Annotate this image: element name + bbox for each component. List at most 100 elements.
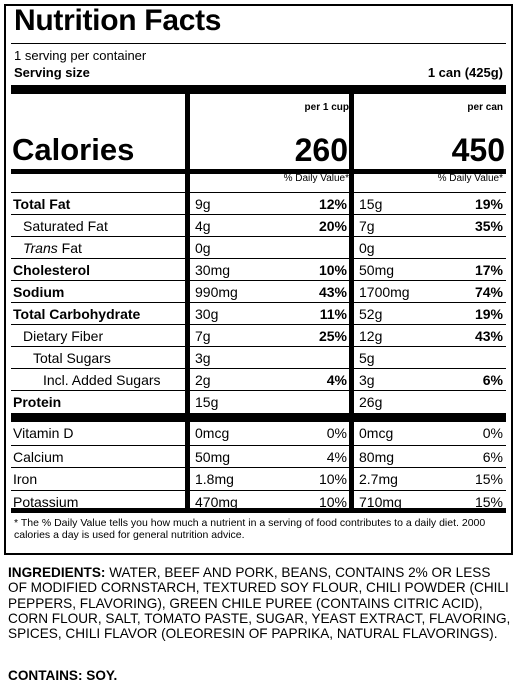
amount-per-can: 52g xyxy=(359,306,383,322)
nutrient-name-text: Sodium xyxy=(13,284,65,300)
amount-per-can: 3g xyxy=(359,372,375,388)
amount-per-cup: 15g xyxy=(195,394,219,410)
nutrient-name: Cholesterol xyxy=(13,262,90,278)
nutrient-name-text: Saturated Fat xyxy=(23,218,108,234)
nutrient-name: Total Carbohydrate xyxy=(13,306,140,322)
dv-per-can: 43% xyxy=(474,328,503,344)
dv-per-can: 6% xyxy=(482,372,503,388)
nutrient-row: Incl. Added Sugars 2g 4% 3g 6% xyxy=(11,368,506,391)
nutrient-row: Total Sugars 3g 5g xyxy=(11,346,506,369)
dv-per-cup: 11% xyxy=(319,306,347,322)
allergen-statement: CONTAINS: SOY. xyxy=(8,668,118,683)
vitamin-row: Calcium 50mg 4% 80mg 6% xyxy=(11,444,506,468)
nutrient-name-text: Incl. Added Sugars xyxy=(43,372,161,388)
amount-per-can: 26g xyxy=(359,394,383,410)
amount-per-can: 12g xyxy=(359,328,383,344)
ingredients-statement: INGREDIENTS: WATER, BEEF AND PORK, BEANS… xyxy=(8,565,513,641)
nutrient-name-italic: Trans xyxy=(23,240,58,256)
title-divider xyxy=(11,43,506,44)
nutrient-name-text: Cholesterol xyxy=(13,262,91,278)
nutrient-name-text: Total Fat xyxy=(13,196,71,212)
amount-per-can: 15g xyxy=(359,196,383,212)
dv-per-cup: 10% xyxy=(318,471,347,487)
vitamin-name: Potassium xyxy=(13,493,79,510)
nutrient-row: Sodium 990mg 43% 1700mg 74% xyxy=(11,280,506,303)
serving-size-label: Serving size xyxy=(14,65,90,80)
column-divider-2 xyxy=(349,94,354,512)
dv-per-cup: 25% xyxy=(318,328,347,344)
amount-per-can: 2.7mg xyxy=(359,471,398,487)
vitamins-divider xyxy=(11,413,506,422)
column-header-per-cup: per 1 cup xyxy=(304,102,349,113)
nutrient-name-text: Total Sugars xyxy=(33,350,111,366)
amount-per-cup: 30mg xyxy=(195,262,231,278)
nutrient-row: Cholesterol 30mg 10% 50mg 17% xyxy=(11,258,506,281)
nutrient-row: Trans Fat 0g 0g xyxy=(11,236,506,259)
daily-value-footnote: * The % Daily Value tells you how much a… xyxy=(14,517,486,541)
nutrient-name-text: Protein xyxy=(13,394,62,410)
nutrient-name: Total Sugars xyxy=(33,350,111,366)
nutrient-name: Saturated Fat xyxy=(23,218,108,234)
nutrition-facts-panel: Nutrition Facts 1 serving per container … xyxy=(4,4,513,555)
nutrient-name-text: Fat xyxy=(57,240,82,256)
dv-per-can: 17% xyxy=(474,262,503,278)
servings-per-container: 1 serving per container xyxy=(14,48,147,63)
dv-per-cup: 20% xyxy=(318,218,347,234)
dv-per-cup: 10% xyxy=(318,262,347,278)
amount-per-can: 0mcg xyxy=(359,425,394,441)
dv-per-can: 0% xyxy=(482,425,503,441)
calories-label: Calories xyxy=(12,132,135,167)
vitamin-row: Potassium 470mg 10% 710mg 15% xyxy=(11,489,506,513)
nutrient-name: Dietary Fiber xyxy=(23,328,103,344)
vitamin-name: Vitamin D xyxy=(13,425,74,441)
amount-per-cup: 4g xyxy=(195,218,211,234)
vitamin-name: Iron xyxy=(13,471,38,487)
ingredients-text: WATER, BEEF AND PORK, BEANS, CONTAINS 2%… xyxy=(8,565,511,642)
dv-per-cup: 12% xyxy=(318,196,347,212)
dv-per-cup: 0% xyxy=(326,425,347,441)
amount-per-cup: 30g xyxy=(195,306,219,322)
nutrient-name-text: Total Carbohydrate xyxy=(13,306,141,322)
dv-per-can: 15% xyxy=(474,471,503,487)
calories-per-cup: 260 xyxy=(294,132,348,168)
dv-per-cup: 10% xyxy=(318,493,347,510)
serving-size-divider xyxy=(11,85,506,94)
dv-per-can: 19% xyxy=(474,196,503,212)
column-divider-1 xyxy=(185,94,190,512)
amount-per-cup: 9g xyxy=(195,196,211,212)
amount-per-cup: 7g xyxy=(195,328,211,344)
serving-size-value: 1 can (425g) xyxy=(427,65,503,80)
ingredients-label: INGREDIENTS: xyxy=(8,565,106,580)
nutrient-name: Total Fat xyxy=(13,196,70,212)
calories-divider xyxy=(11,169,506,174)
amount-per-can: 0g xyxy=(359,240,375,256)
dv-header-per-can: % Daily Value* xyxy=(437,173,503,184)
nutrient-name: Protein xyxy=(13,394,61,410)
nutrient-row: Dietary Fiber 7g 25% 12g 43% xyxy=(11,324,506,347)
dv-per-can: 74% xyxy=(474,284,503,300)
dv-per-cup: 4% xyxy=(326,448,347,465)
vitamin-row: Iron 1.8mg 10% 2.7mg 15% xyxy=(11,467,506,490)
nutrient-row: Total Carbohydrate 30g 11% 52g 19% xyxy=(11,302,506,325)
dv-per-can: 6% xyxy=(482,448,503,465)
amount-per-can: 710mg xyxy=(359,493,402,510)
nutrition-facts-title: Nutrition Facts xyxy=(14,4,222,37)
amount-per-cup: 990mg xyxy=(195,284,238,300)
footnote-divider xyxy=(11,508,506,513)
amount-per-cup: 1.8mg xyxy=(195,471,234,487)
amount-per-cup: 3g xyxy=(195,350,211,366)
dv-per-can: 15% xyxy=(474,493,503,510)
amount-per-can: 50mg xyxy=(359,262,395,278)
amount-per-can: 1700mg xyxy=(359,284,410,300)
amount-per-can: 80mg xyxy=(359,448,395,465)
amount-per-cup: 0g xyxy=(195,240,211,256)
amount-per-can: 5g xyxy=(359,350,375,366)
nutrient-name: Sodium xyxy=(13,284,64,300)
column-header-per-can: per can xyxy=(467,102,503,113)
nutrient-name: Incl. Added Sugars xyxy=(43,372,161,388)
calories-per-can: 450 xyxy=(451,132,505,168)
nutrient-row: Saturated Fat 4g 20% 7g 35% xyxy=(11,214,506,237)
amount-per-cup: 50mg xyxy=(195,448,231,465)
amount-per-cup: 2g xyxy=(195,372,211,388)
dv-per-can: 35% xyxy=(474,218,503,234)
